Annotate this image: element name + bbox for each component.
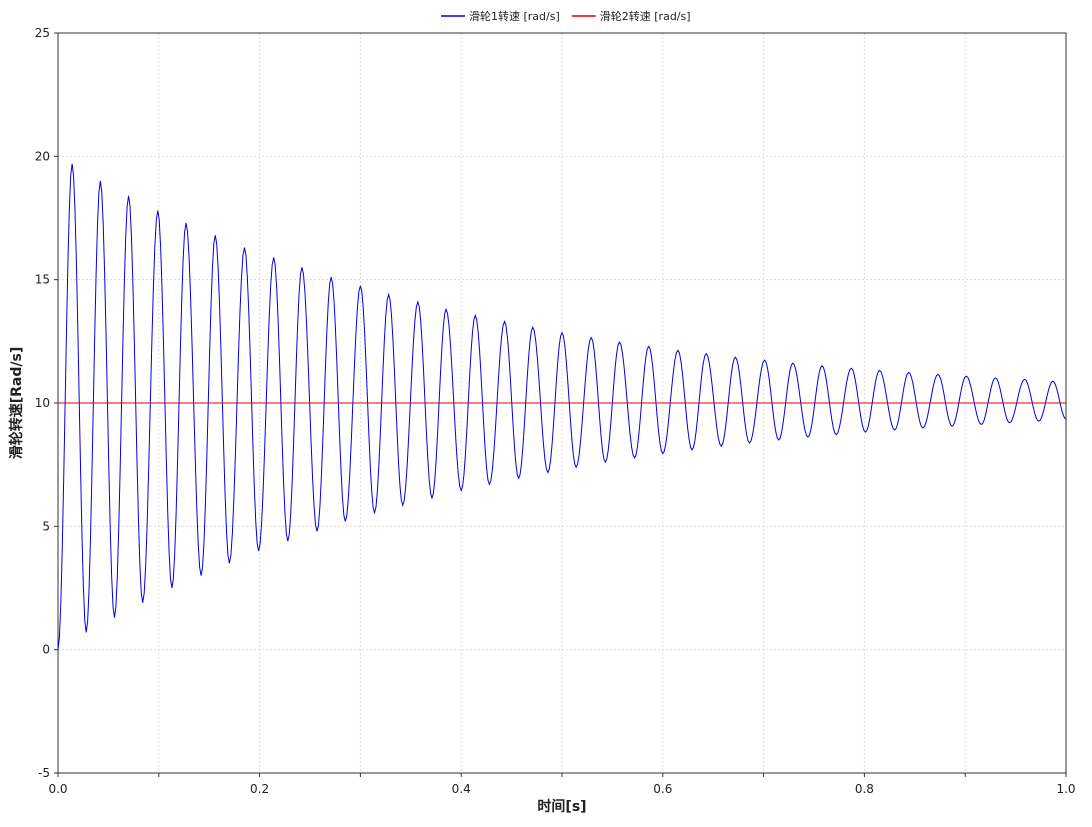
legend-label: 滑轮2转速 [rad/s] xyxy=(600,9,691,23)
x-tick-label: 1.0 xyxy=(1056,782,1075,796)
x-tick-label: 0.6 xyxy=(653,782,672,796)
legend[interactable]: 滑轮1转速 [rad/s] 滑轮2转速 [rad/s] xyxy=(441,9,691,23)
x-tick-label: 0.4 xyxy=(452,782,471,796)
legend-label: 滑轮1转速 [rad/s] xyxy=(469,9,560,23)
y-tick-label: 10 xyxy=(35,396,50,410)
y-axis-ticks: -5 0 5 10 15 20 25 xyxy=(35,26,58,780)
y-tick-label: 25 xyxy=(35,26,50,40)
y-tick-label: -5 xyxy=(38,766,50,780)
series-line-1 xyxy=(57,163,1067,650)
y-axis-title: 滑轮转速[Rad/s] xyxy=(8,347,25,460)
series-lines xyxy=(57,163,1067,650)
legend-item-1[interactable]: 滑轮1转速 [rad/s] xyxy=(441,9,560,23)
y-tick-label: 5 xyxy=(42,519,50,533)
y-tick-label: 20 xyxy=(35,149,50,163)
x-tick-label: 0.8 xyxy=(855,782,874,796)
x-tick-label: 0.0 xyxy=(48,782,67,796)
legend-item-2[interactable]: 滑轮2转速 [rad/s] xyxy=(571,9,691,23)
y-tick-label: 0 xyxy=(42,643,50,657)
y-tick-label: 15 xyxy=(35,273,50,287)
x-axis-title: 时间[s] xyxy=(537,798,586,815)
x-tick-label: 0.2 xyxy=(250,782,269,796)
x-axis-ticks: 0.0 0.2 0.4 0.6 0.8 1.0 xyxy=(48,773,1076,796)
